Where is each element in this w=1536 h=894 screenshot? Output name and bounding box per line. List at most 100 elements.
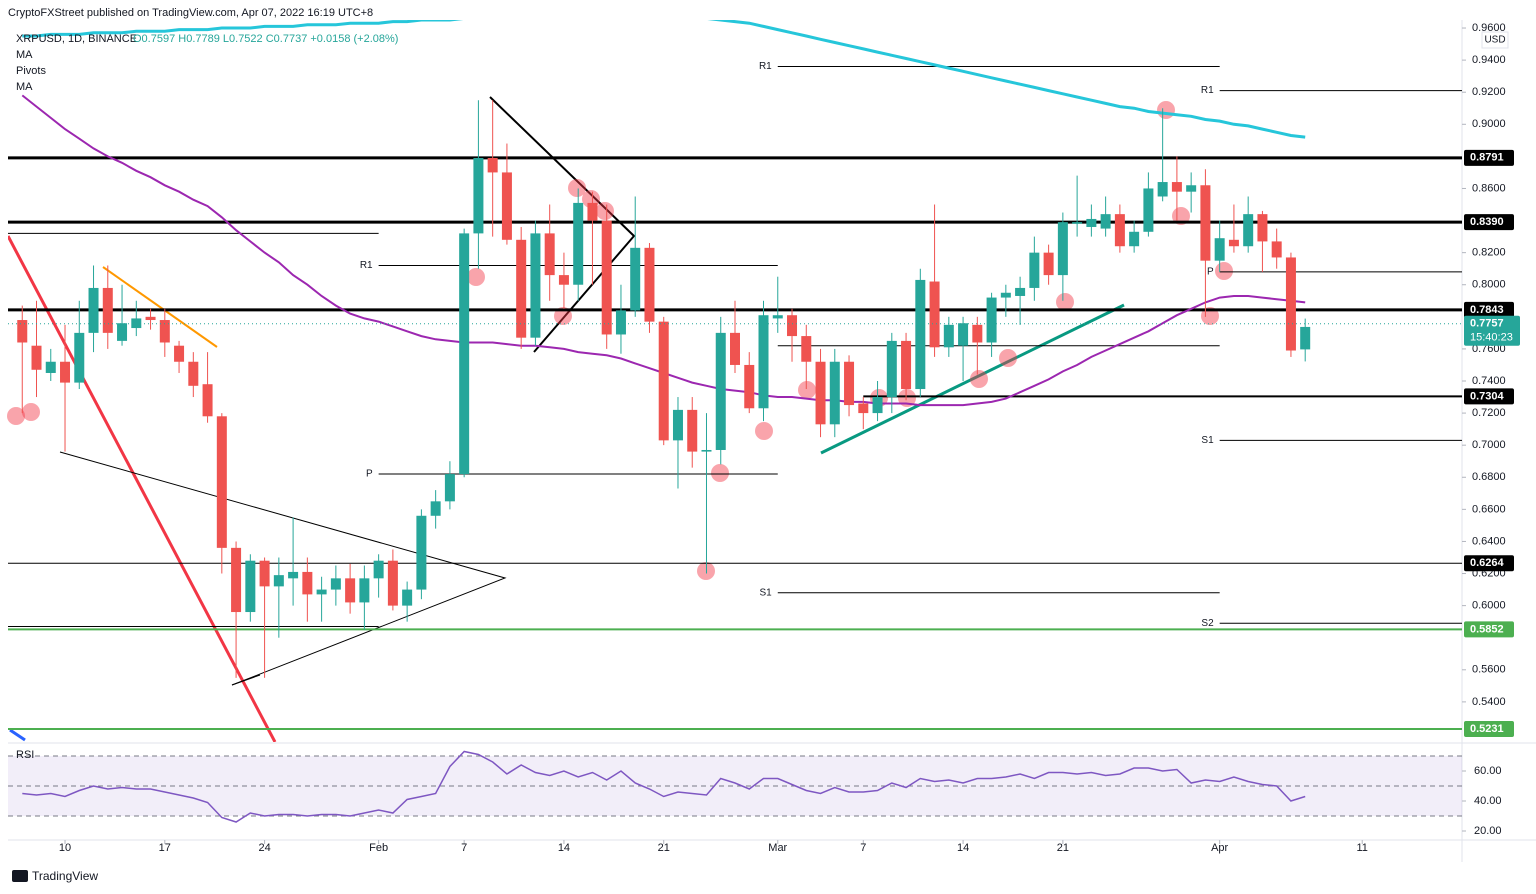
level-label-box [1464,555,1514,572]
legend-indicator: Pivots [16,65,46,77]
last-price-box [1464,315,1520,346]
candle-body [487,157,498,173]
candle-body [430,501,441,516]
candle-body [872,397,883,414]
y-tick-label: 0.6600 [1472,503,1506,515]
level-label: 0.6264 [1470,557,1505,569]
candle-body [459,233,470,475]
candle-body [345,578,356,603]
countdown: 15:40:23 [1470,332,1513,344]
candle-body [60,361,71,383]
candle-body [758,315,769,409]
candle-body [929,281,940,348]
candle-body [1171,182,1182,192]
x-tick-label: Apr [1211,842,1228,854]
candle-body [288,571,299,579]
y-tick-label: 0.9600 [1472,22,1506,34]
candle-body [630,247,641,311]
candle-body [915,279,926,390]
drawings [8,96,1125,742]
price-pane [8,20,1462,731]
rsi-label: RSI [16,749,34,761]
y-tick-label: 0.9000 [1472,118,1506,130]
candle-body [544,233,555,276]
rsi-tick-label: 60.00 [1474,765,1502,777]
pivot-label: P [366,469,373,480]
candle-body [174,345,185,362]
triangle [59,451,507,686]
pivot-label: R1 [1201,85,1214,96]
level-label: 0.5852 [1470,623,1504,635]
highlight-circle [596,202,614,220]
x-tick-label: 10 [59,842,71,854]
candle-body [387,560,398,606]
candle-body [615,310,626,335]
candle-body [373,560,384,579]
candle-body [17,320,28,343]
currency: USD [1484,35,1505,46]
candle-body [1029,252,1040,288]
candle-body [1285,257,1296,351]
candle-body [986,297,997,343]
triangle [231,674,261,686]
candle-body [359,578,370,603]
pivot-label: P [1207,267,1214,278]
candle-body [858,403,869,414]
level-label-box [1464,214,1514,231]
highlight-circle [798,381,816,399]
currency-box [1481,31,1509,49]
y-tick-label: 0.7000 [1472,439,1506,451]
level-label: 0.8390 [1470,216,1504,228]
y-tick-label: 0.9200 [1472,86,1506,98]
pivot-label: S2 [1201,618,1214,629]
candle-body [416,515,427,590]
y-tick-label: 0.9400 [1472,54,1506,66]
candle-body [1157,182,1168,197]
trendline [102,266,218,348]
candle-body [188,361,199,386]
candle-body [1228,239,1239,247]
y-tick-label: 0.7200 [1472,407,1506,419]
candle-body [259,560,270,587]
candle-body [601,220,612,335]
candle-body [444,474,455,502]
level-label-box [1464,721,1514,738]
candle-body [1072,222,1083,224]
legend-indicator: MA [16,81,33,93]
candle-body [943,324,954,348]
candle-body [844,361,855,406]
candle-body [1057,222,1068,276]
x-tick-label: Mar [768,842,787,854]
level-label-box [1464,621,1514,638]
highlight-circle [755,422,773,440]
candle-body [701,449,712,452]
last-price-label: 0.7757 [1470,318,1504,330]
candle-body [159,320,170,343]
candle-body [573,202,584,285]
candle-body [787,315,798,337]
x-tick-label: 7 [461,842,467,854]
candle-body [1271,241,1282,258]
candle-body [672,409,683,441]
highlight-circle [970,370,988,388]
candle-body [1100,214,1111,229]
candle-body [1015,287,1026,296]
candle-body [1000,292,1011,298]
candle-body [1200,185,1211,261]
legend-indicator: MA [16,49,33,61]
y-tick-label: 0.7400 [1472,375,1506,387]
candle-body [772,315,783,319]
y-tick-label: 0.6000 [1472,600,1506,612]
footer: TradingView [32,869,98,883]
candle-body [1143,188,1154,232]
candle-body [501,172,512,240]
level-label-box [1464,301,1514,318]
trendline [8,235,277,742]
highlight-circle [568,179,586,197]
highlight-circle [1056,293,1074,311]
candle-body [1129,231,1140,247]
x-tick-label: 21 [1057,842,1069,854]
trendline [820,303,1125,455]
level-label-box [1464,149,1514,166]
